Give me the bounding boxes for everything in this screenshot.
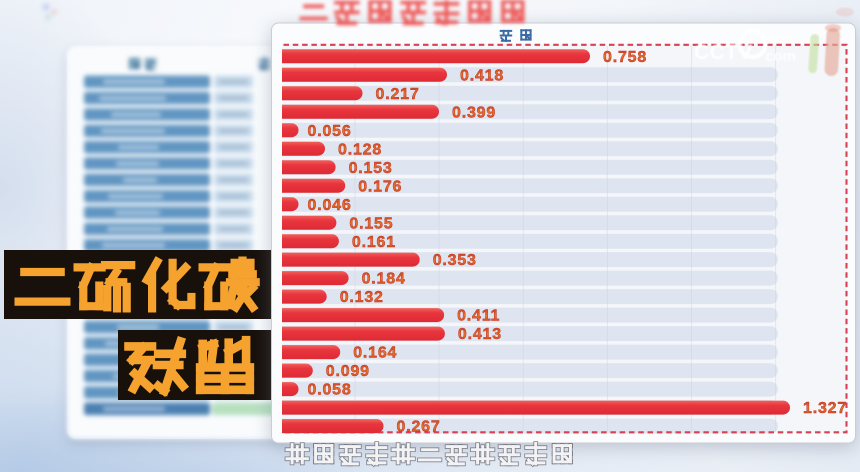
svg-text:com: com: [765, 48, 796, 65]
svg-text:0.056: 0.056: [308, 123, 352, 140]
svg-text:0.099: 0.099: [326, 363, 370, 380]
svg-text:0.418: 0.418: [460, 67, 504, 84]
svg-text:0.411: 0.411: [457, 308, 500, 325]
svg-text:1.327: 1.327: [803, 400, 847, 417]
svg-text:0.046: 0.046: [308, 197, 352, 214]
svg-text:0.155: 0.155: [349, 215, 393, 232]
svg-text:0.161: 0.161: [352, 234, 396, 251]
svg-text:0.758: 0.758: [603, 49, 647, 66]
svg-text:0.176: 0.176: [358, 178, 402, 195]
svg-text:0.164: 0.164: [353, 345, 397, 362]
svg-text:0.217: 0.217: [376, 86, 420, 103]
svg-text:0.267: 0.267: [397, 419, 441, 436]
svg-text:0.153: 0.153: [349, 160, 393, 177]
svg-text:0.413: 0.413: [458, 326, 502, 343]
svg-text:0.058: 0.058: [308, 382, 352, 399]
svg-text:0.353: 0.353: [433, 252, 477, 269]
svg-text:0.184: 0.184: [362, 271, 406, 288]
svg-text:0.132: 0.132: [340, 289, 384, 306]
svg-text:0.128: 0.128: [338, 141, 382, 158]
svg-text:0.399: 0.399: [452, 104, 496, 121]
